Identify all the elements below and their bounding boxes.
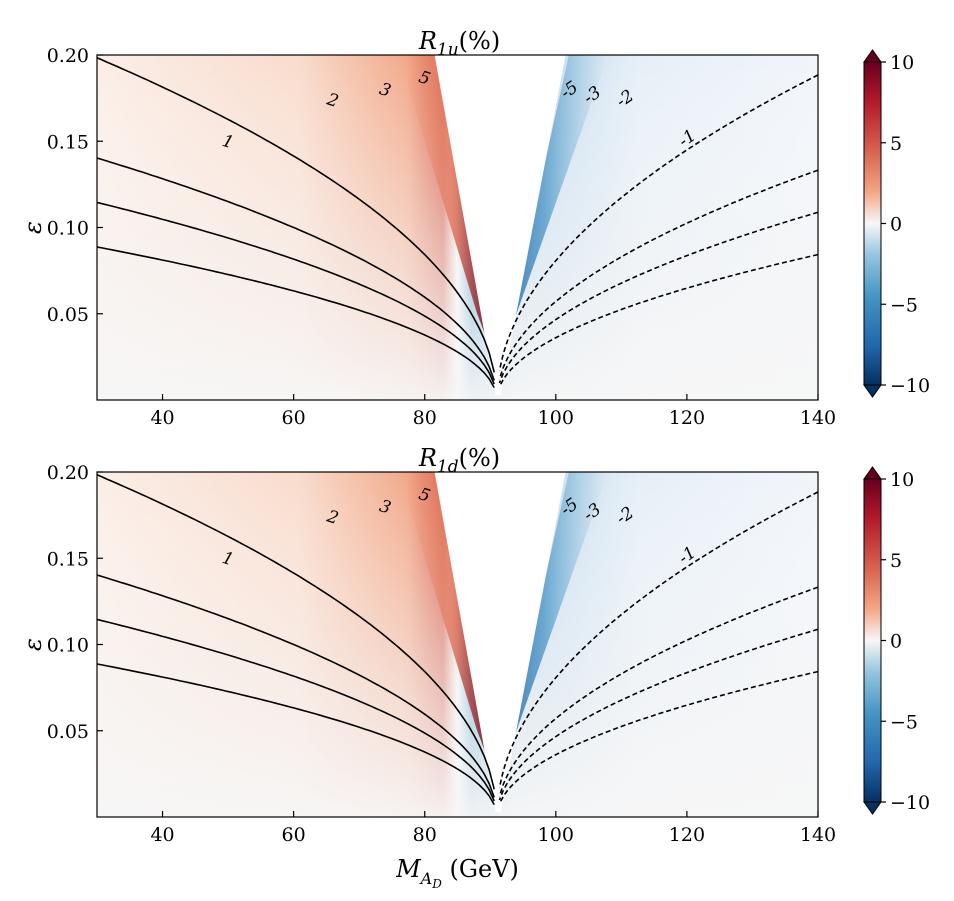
blank-wedge <box>434 55 566 395</box>
contour-line-neg-1 <box>498 491 818 788</box>
contour-line-neg-5 <box>498 253 818 388</box>
panel-title: R1u(%) <box>418 27 500 60</box>
panel-title: R1d(%) <box>418 444 500 477</box>
x-tick-label: 40 <box>150 824 174 846</box>
colorbar-fill <box>864 62 881 385</box>
blank-wedge <box>434 472 566 812</box>
y-axis-label: ε <box>19 221 47 234</box>
x-tick-label: 140 <box>800 407 836 429</box>
y-tick-label: 0.10 <box>47 635 89 657</box>
contour-line-neg-2 <box>498 586 818 797</box>
colorbar-tick-label: −5 <box>890 711 918 733</box>
contour-line-pos-1 <box>97 474 495 790</box>
colorbar-tick-label: 5 <box>890 133 902 155</box>
colorbar-tick-label: 10 <box>890 469 914 491</box>
contour-line-pos-5 <box>97 246 495 388</box>
x-tick-label: 40 <box>150 407 174 429</box>
y-tick-label: 0.15 <box>47 548 89 570</box>
y-tick-label: 0.10 <box>47 218 89 240</box>
heatmap-area: 12 35 -5-3 -2-1 <box>97 472 818 817</box>
colorbar-tick-label: 10 <box>890 52 914 74</box>
x-tick-label: 140 <box>800 824 836 846</box>
y-axis-label: ε <box>19 638 47 651</box>
contour-label-pos-2: 2 <box>323 89 340 112</box>
colorbar: 10 5 0 −5 −10 <box>863 49 930 398</box>
colorbar-extend-min <box>863 384 882 398</box>
x-tick-label: 60 <box>282 407 306 429</box>
colorbar-fill <box>864 479 881 802</box>
x-tick-label: 100 <box>538 824 574 846</box>
colorbar-tick-label: −10 <box>890 792 930 814</box>
contour-line-neg-3 <box>498 628 818 801</box>
contour-line-neg-1 <box>498 74 818 371</box>
x-tick-label: 80 <box>413 407 437 429</box>
contour-label-pos-2: 2 <box>323 506 340 529</box>
y-tick-label: 0.20 <box>47 462 89 484</box>
contour-line-pos-5 <box>97 663 495 805</box>
x-tick-label: 60 <box>282 824 306 846</box>
contour-line-pos-2 <box>97 574 495 798</box>
colorbar-tick-label: −10 <box>890 375 930 397</box>
x-tick-label: 120 <box>669 407 705 429</box>
colorbar-extend-min <box>863 801 882 815</box>
contour-line-neg-5 <box>498 670 818 805</box>
colorbar-tick-label: 0 <box>890 214 902 236</box>
colorbar: 10 5 0 −5 −10 <box>863 466 930 815</box>
x-tick-label: 80 <box>413 824 437 846</box>
contour-line-neg-2 <box>498 169 818 380</box>
negative-peak <box>503 472 609 766</box>
colorbar-tick-label: 5 <box>890 550 902 572</box>
contour-line-neg-3 <box>498 211 818 384</box>
y-tick-label: 0.05 <box>47 304 89 326</box>
colorbar-tick-label: 0 <box>890 631 902 653</box>
y-tick-label: 0.20 <box>47 45 89 67</box>
x-tick-label: 120 <box>669 824 705 846</box>
contour-line-pos-3 <box>97 201 495 385</box>
heatmap-area: 12 35 -5-3 -2-1 <box>97 55 818 400</box>
y-tick-label: 0.15 <box>47 131 89 153</box>
positive-peak <box>398 472 491 766</box>
y-tick-label: 0.05 <box>47 721 89 743</box>
contour-line-pos-1 <box>97 57 495 373</box>
colorbar-extend-max <box>863 466 882 480</box>
negative-peak <box>503 55 609 349</box>
panel-1: 12 35 -5-3 -2-140 60 80 100 120 1400.050.100.150… <box>19 27 930 429</box>
colorbar-extend-max <box>863 49 882 63</box>
contour-line-pos-2 <box>97 157 495 381</box>
colorbar-tick-label: −5 <box>890 294 918 316</box>
positive-peak <box>398 55 491 349</box>
x-tick-label: 100 <box>538 407 574 429</box>
contour-line-pos-3 <box>97 618 495 802</box>
panel-2: 12 35 -5-3 -2-140 60 80 100 120 1400.050.100.150… <box>19 444 930 891</box>
x-axis-label: MAD (GeV) <box>395 855 519 891</box>
